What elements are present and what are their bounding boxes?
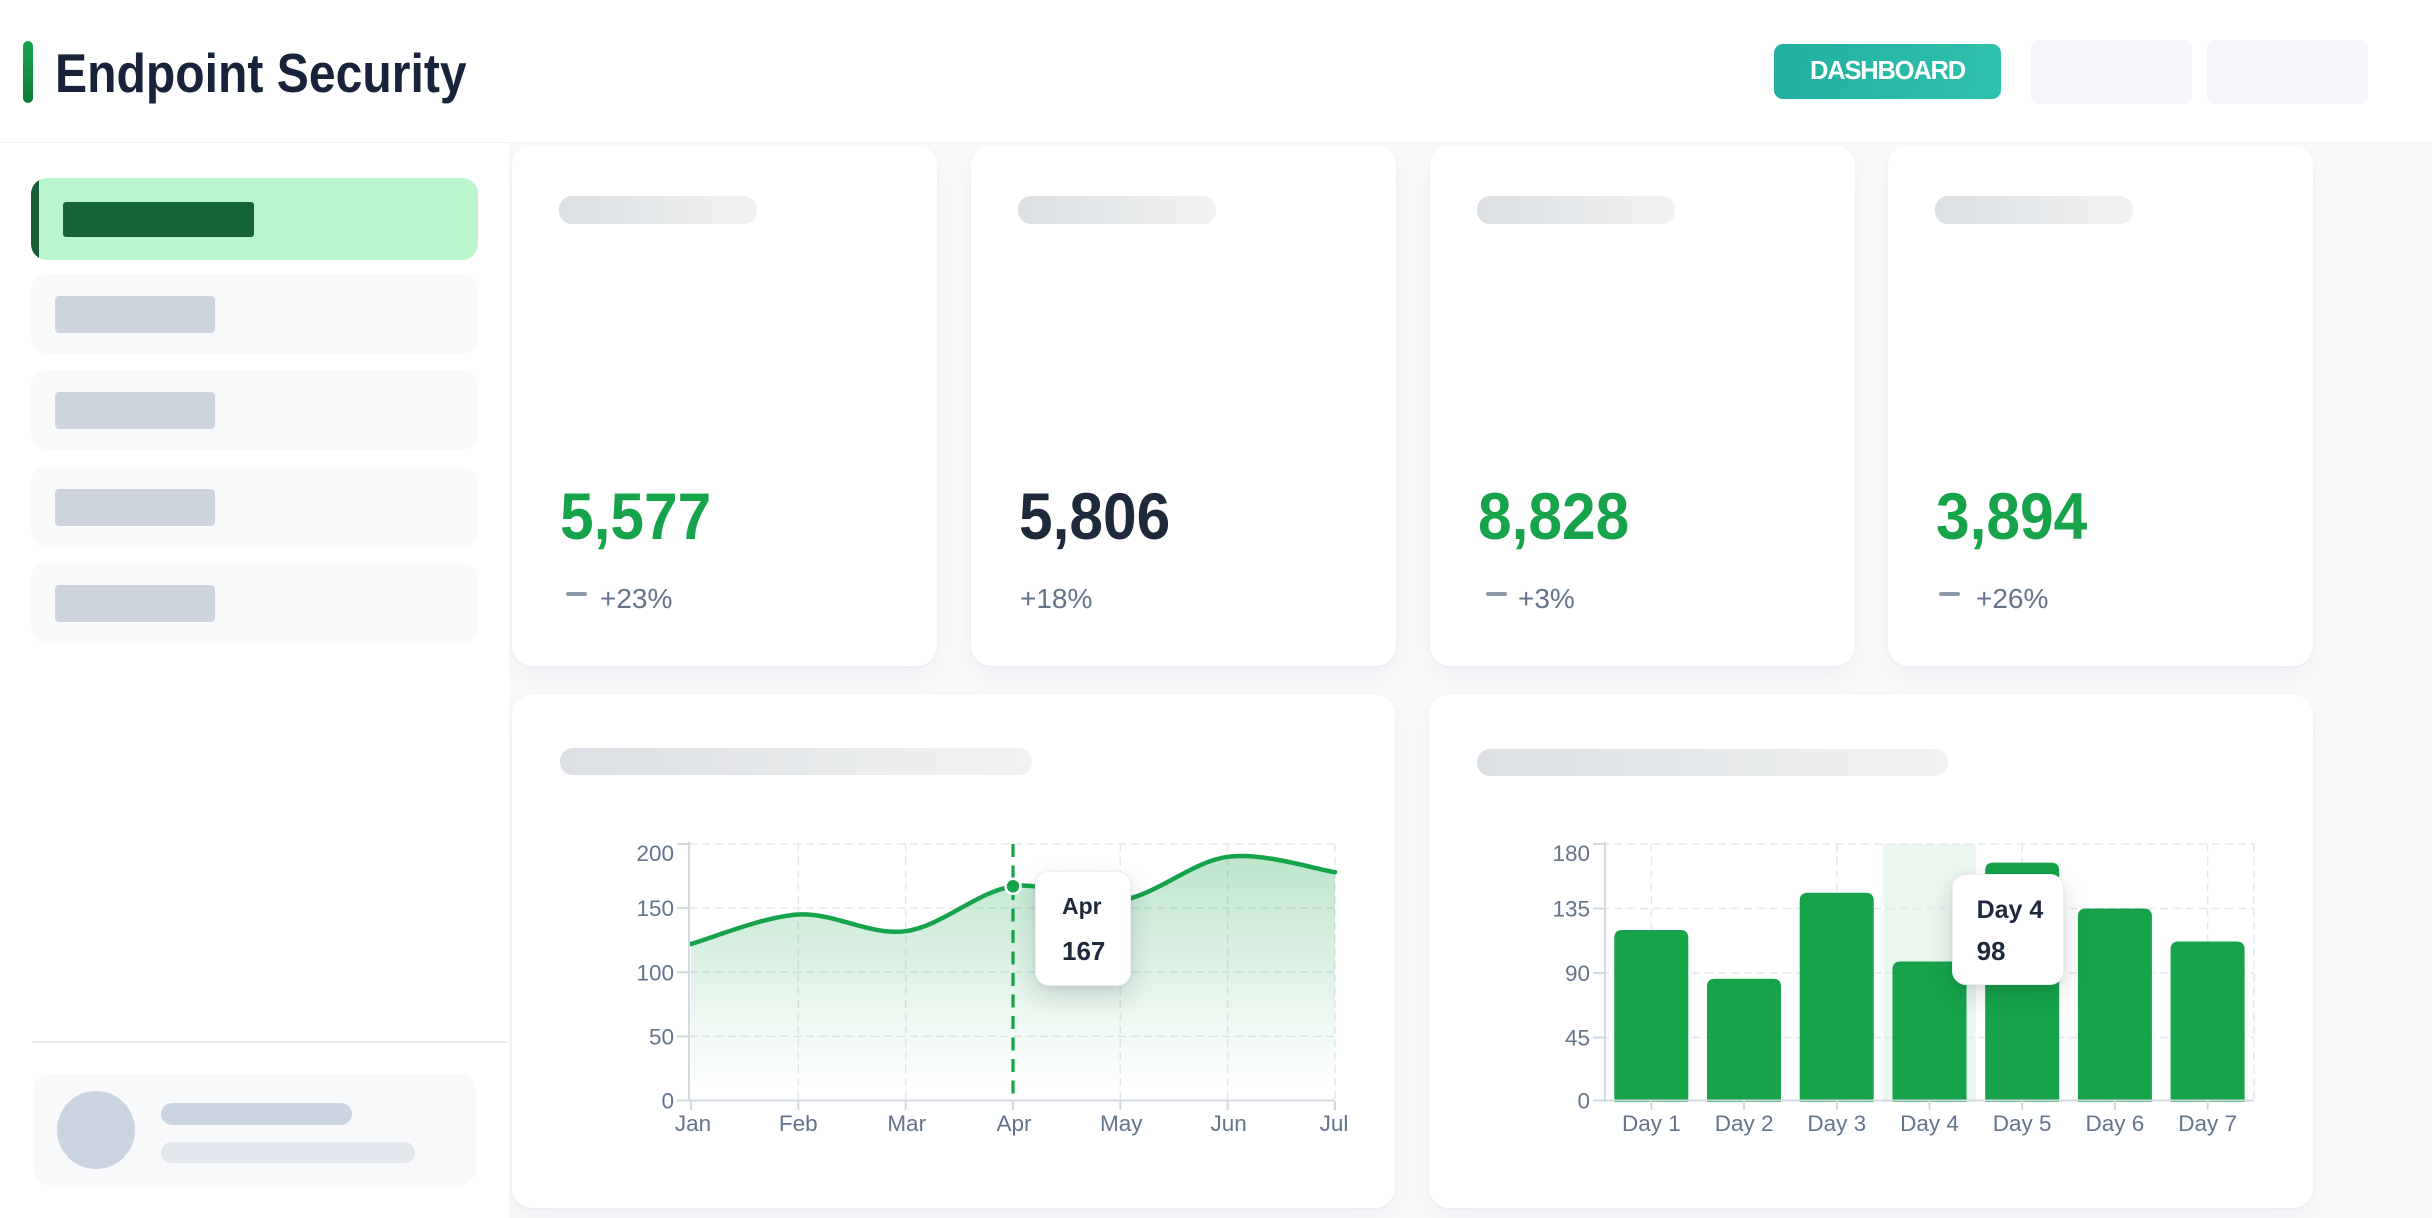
svg-text:0: 0 [661,1089,674,1114]
svg-text:135: 135 [1552,897,1590,922]
svg-text:Jan: Jan [675,1111,711,1136]
svg-text:50: 50 [649,1024,674,1049]
svg-text:Day 5: Day 5 [1993,1111,2052,1136]
svg-text:200: 200 [636,841,674,866]
svg-text:180: 180 [1552,841,1590,866]
svg-text:Day 4: Day 4 [1900,1111,1959,1136]
svg-text:Mar: Mar [887,1111,926,1136]
svg-text:0: 0 [1577,1089,1590,1114]
svg-text:Jul: Jul [1320,1111,1349,1136]
svg-text:Feb: Feb [779,1111,818,1136]
svg-text:Day 7: Day 7 [2178,1111,2237,1136]
svg-text:Day 1: Day 1 [1622,1111,1681,1136]
svg-text:Jun: Jun [1210,1111,1246,1136]
svg-text:Apr: Apr [996,1111,1032,1136]
svg-text:45: 45 [1565,1026,1590,1051]
svg-text:Day 2: Day 2 [1715,1111,1774,1136]
svg-text:Day 6: Day 6 [2086,1111,2145,1136]
svg-text:90: 90 [1565,961,1590,986]
svg-text:100: 100 [636,960,674,985]
svg-text:150: 150 [636,896,674,921]
svg-text:Day 3: Day 3 [1807,1111,1866,1136]
svg-text:May: May [1100,1111,1143,1136]
